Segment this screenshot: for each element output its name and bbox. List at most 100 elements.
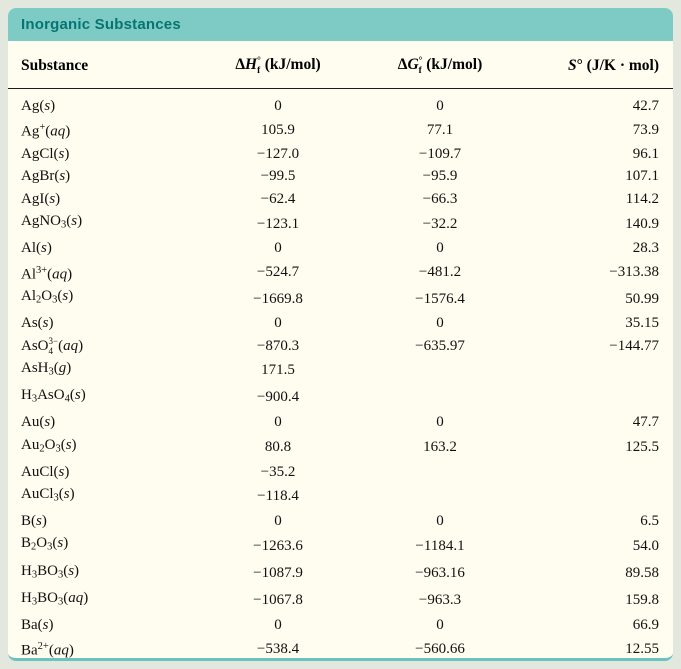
delta-h-cell: −127.0 [256,145,300,162]
table-head: Substance ΔH ° f (kJ/mol) ΔG ° f (kJ/mol) S°… [8,55,673,89]
delta-g-cell: 0 [436,315,444,332]
delta-h-cell: −123.1 [256,215,300,232]
table-title-bar: Inorganic Substances [8,8,673,41]
delta-h-cell: −538.4 [256,640,300,657]
substance-cell: B2O3(s) [21,535,69,554]
substance-cell: Ba(s) [21,616,54,633]
table-row: AgCl(s) −127.0 −109.7 96.1 [8,143,673,165]
table-row: Al(s) 0 0 28.3 [8,237,673,259]
entropy-cell: 6.5 [640,513,659,530]
delta-g-cell: 0 [436,513,444,530]
delta-h-cell: 0 [274,616,282,633]
table-row: AsH3(g) 171.5 [8,357,673,384]
delta-g-cell [359,384,521,411]
substance-cell: B(s) [21,513,47,530]
substance-cell: H3BO3(aq) [21,589,89,608]
delta-h-cell: 171.5 [261,362,295,379]
entropy-cell: 50.99 [625,290,659,307]
table-body: Ag(s) 0 0 42.7 Ag+(aq) 105.9 77.1 73.9 AgCl(s) −1… [8,88,673,659]
table-row: B2O3(s) −1263.6 −1184.1 54.0 [8,532,673,559]
delta-g-cell: −109.7 [418,145,462,162]
entropy-cell: 107.1 [625,168,659,185]
header-entropy: S° (J/K · mol) [521,55,673,89]
delta-g-cell: −481.2 [418,264,462,281]
entropy-cell: 35.15 [625,315,659,332]
table-row: AgBr(s) −99.5 −95.9 107.1 [8,165,673,187]
entropy-cell: 159.8 [625,591,659,608]
delta-g-cell: 77.1 [426,121,454,138]
table-row: AgI(s) −62.4 −66.3 114.2 [8,188,673,210]
substance-cell: Al3+(aq) [21,264,73,282]
delta-g-cell: −1576.4 [415,290,465,307]
delta-h-cell: −900.4 [256,389,300,406]
table-row: Ba2+(aq) −538.4 −560.66 12.55 [8,636,673,659]
entropy-cell: −144.77 [609,337,659,354]
table-row: H3BO3(aq) −1067.8 −963.3 159.8 [8,587,673,614]
table-row: AuCl3(s) −118.4 [8,483,673,510]
entropy-cell: 12.55 [625,640,659,657]
substance-cell: H3BO3(s) [21,562,80,581]
entropy-cell: 114.2 [625,190,659,207]
entropy-cell: 47.7 [632,414,659,431]
delta-h-cell: −35.2 [260,463,296,480]
delta-g-cell: −66.3 [422,190,458,207]
table-row: B(s) 0 0 6.5 [8,510,673,532]
delta-h-cell: −524.7 [256,264,300,281]
substance-cell: AgBr(s) [21,168,71,185]
header-substance: Substance [8,55,197,89]
thermo-table: Substance ΔH ° f (kJ/mol) ΔG ° f (kJ/mol) S°… [8,55,673,659]
table-row: Al3+(aq) −524.7 −481.2 −313.38 [8,260,673,286]
table-row: Au(s) 0 0 47.7 [8,411,673,433]
delta-h-cell: 0 [274,240,282,257]
substance-cell: Au(s) [21,414,56,431]
substance-cell: Al(s) [21,240,52,257]
delta-h-cell: 0 [274,315,282,332]
delta-g-cell [359,483,521,510]
substance-cell: AsO 3− 4 (aq) [21,336,84,356]
delta-g-cell [359,461,521,483]
table-row: Au2O3(s) 80.8 163.2 125.5 [8,434,673,461]
delta-h-cell: 0 [274,414,282,431]
substance-cell: Ba2+(aq) [21,640,74,659]
substance-cell: AuCl3(s) [21,486,75,504]
table-row: AuCl(s) −35.2 [8,461,673,483]
delta-g-cell: 0 [436,414,444,431]
substance-cell: AuCl(s) [21,463,70,480]
delta-h-cell: −1669.8 [253,290,303,307]
substance-cell: H3AsO4(s) [21,387,86,405]
entropy-cell: 54.0 [632,537,659,554]
substance-cell: Ag(s) [21,97,56,114]
delta-g-cell: −560.66 [415,640,465,657]
entropy-cell [521,461,673,483]
table-row: H3BO3(s) −1087.9 −963.16 89.58 [8,560,673,587]
delta-h-cell: −1263.6 [253,537,303,554]
substance-cell: As(s) [21,315,54,332]
entropy-cell: 89.58 [625,564,659,581]
table-title: Inorganic Substances [21,16,181,33]
delta-g-cell [359,357,521,384]
delta-h-cell: −99.5 [260,168,296,185]
header-delta-g: ΔG ° f (kJ/mol) [359,55,521,89]
table-row: Ba(s) 0 0 66.9 [8,614,673,636]
substance-cell: AgNO3(s) [21,213,83,231]
entropy-cell [521,483,673,510]
delta-h-cell: 105.9 [261,121,295,138]
entropy-cell [521,384,673,411]
table-row: Ag(s) 0 0 42.7 [8,88,673,117]
delta-g-cell: −1184.1 [415,537,465,554]
substance-cell: Au2O3(s) [21,436,77,455]
table-row: AsO 3− 4 (aq) −870.3 −635.97 −144.77 [8,335,673,357]
table-row: Al2O3(s) −1669.8 −1576.4 50.99 [8,285,673,312]
substance-cell: AgI(s) [21,190,61,207]
delta-h-cell: −62.4 [260,190,296,207]
entropy-cell: 73.9 [632,121,659,138]
delta-h-cell: −1067.8 [253,591,303,608]
entropy-cell: 125.5 [625,438,659,455]
substance-cell: Al2O3(s) [21,288,74,306]
delta-g-cell: −32.2 [422,215,458,232]
delta-h-cell: −1087.9 [253,564,303,581]
delta-h-cell: −870.3 [256,337,300,354]
substance-cell: AsH3(g) [21,360,72,378]
entropy-cell: 140.9 [625,215,659,232]
entropy-cell: 66.9 [632,616,659,633]
